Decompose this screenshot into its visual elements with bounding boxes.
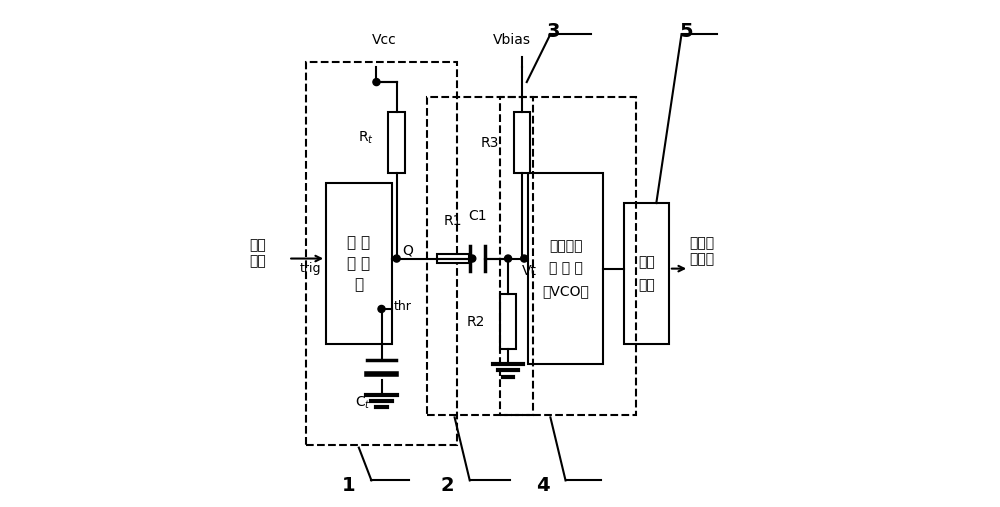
Bar bbox=[427, 97, 533, 415]
Bar bbox=[514, 113, 530, 173]
Text: 2: 2 bbox=[440, 476, 454, 495]
Text: 5: 5 bbox=[680, 22, 693, 41]
Bar bbox=[326, 183, 392, 344]
Text: 3: 3 bbox=[546, 22, 560, 41]
Text: Q: Q bbox=[403, 244, 414, 258]
Text: thr: thr bbox=[394, 300, 412, 313]
Text: Vcc: Vcc bbox=[371, 33, 396, 47]
Text: 脉冲
信号: 脉冲 信号 bbox=[250, 238, 266, 269]
Circle shape bbox=[469, 255, 476, 262]
Bar bbox=[624, 203, 669, 344]
Bar bbox=[500, 294, 516, 349]
Circle shape bbox=[521, 255, 528, 262]
Text: C1: C1 bbox=[468, 209, 487, 223]
Text: 单 稳
态 电
路: 单 稳 态 电 路 bbox=[347, 235, 370, 292]
Text: C$_t$: C$_t$ bbox=[355, 394, 371, 411]
Text: Vt: Vt bbox=[522, 264, 537, 278]
Bar bbox=[437, 254, 469, 263]
Text: 微波压控
振 荡 器
（VCO）: 微波压控 振 荡 器 （VCO） bbox=[542, 239, 589, 299]
Text: trig: trig bbox=[300, 262, 321, 275]
Bar bbox=[306, 62, 457, 445]
Text: 4: 4 bbox=[536, 476, 550, 495]
Bar bbox=[528, 173, 603, 365]
Circle shape bbox=[505, 255, 512, 262]
Circle shape bbox=[373, 79, 380, 86]
Text: R2: R2 bbox=[467, 314, 485, 329]
Circle shape bbox=[378, 305, 385, 312]
Text: Vbias: Vbias bbox=[492, 33, 530, 47]
Bar bbox=[500, 97, 636, 415]
Bar bbox=[388, 113, 405, 173]
Text: 线性调
频信号: 线性调 频信号 bbox=[689, 236, 714, 266]
Text: 微波
开关: 微波 开关 bbox=[638, 255, 655, 292]
Text: R$_t$: R$_t$ bbox=[358, 129, 374, 146]
Circle shape bbox=[393, 255, 400, 262]
Text: R3: R3 bbox=[481, 135, 499, 150]
Text: R1: R1 bbox=[444, 214, 462, 228]
Text: 1: 1 bbox=[342, 476, 356, 495]
